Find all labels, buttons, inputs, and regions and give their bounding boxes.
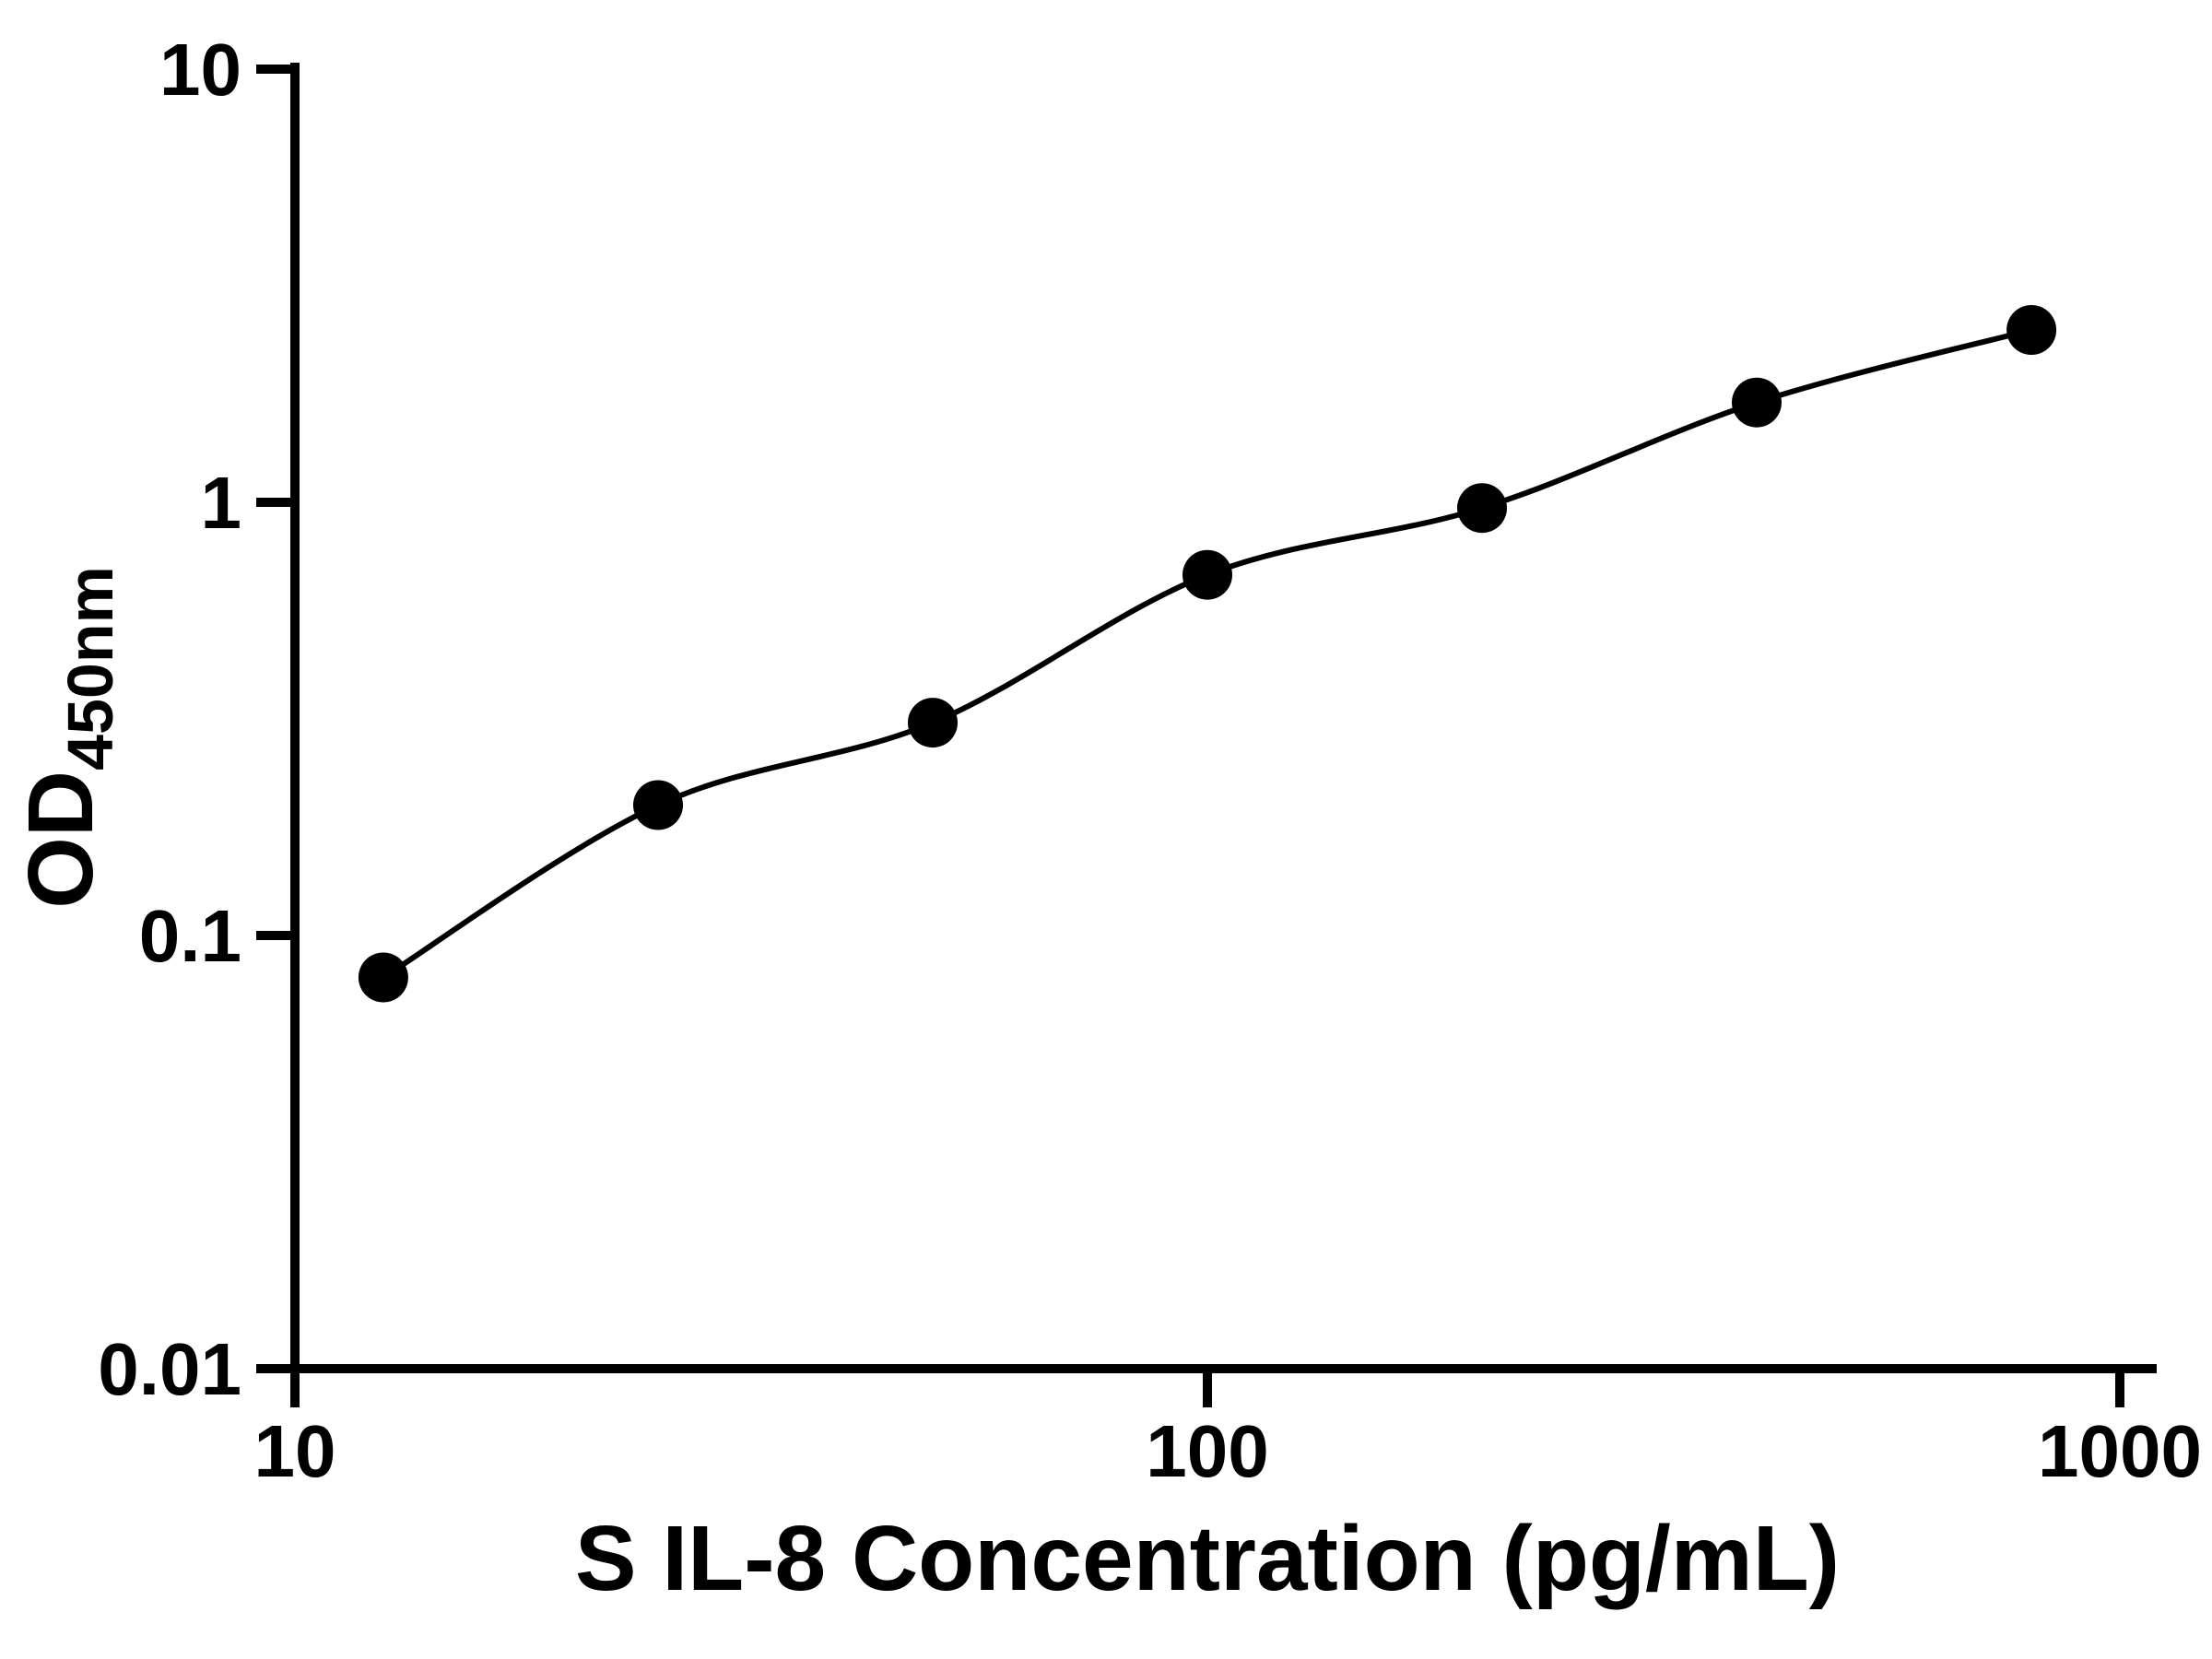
- axis-spine: [290, 63, 2157, 1373]
- data-series: [358, 305, 2057, 1003]
- y-tick-label: 1: [201, 462, 242, 544]
- x-tick-label: 100: [1146, 1410, 1268, 1492]
- y-axis-title-subscript: 450nm: [54, 566, 126, 771]
- data-point: [633, 780, 683, 830]
- y-tick-label: 0.01: [98, 1328, 241, 1410]
- y-tick-label: 10: [159, 29, 241, 111]
- y-axis-title: OD450nm: [9, 566, 126, 909]
- fit-curve: [380, 327, 2035, 981]
- data-point: [908, 698, 958, 748]
- data-point: [1732, 377, 1782, 428]
- x-axis-title: S IL-8 Concentration (pg/mL): [575, 1507, 1840, 1610]
- data-point: [2006, 305, 2057, 355]
- x-tick-label: 10: [254, 1410, 336, 1492]
- x-tick-label: 1000: [2038, 1410, 2202, 1492]
- data-point: [1457, 483, 1507, 534]
- y-axis-title-base: OD: [9, 771, 112, 909]
- y-tick-label: 0.1: [139, 895, 241, 977]
- data-point: [1182, 549, 1232, 600]
- data-point: [358, 952, 408, 1003]
